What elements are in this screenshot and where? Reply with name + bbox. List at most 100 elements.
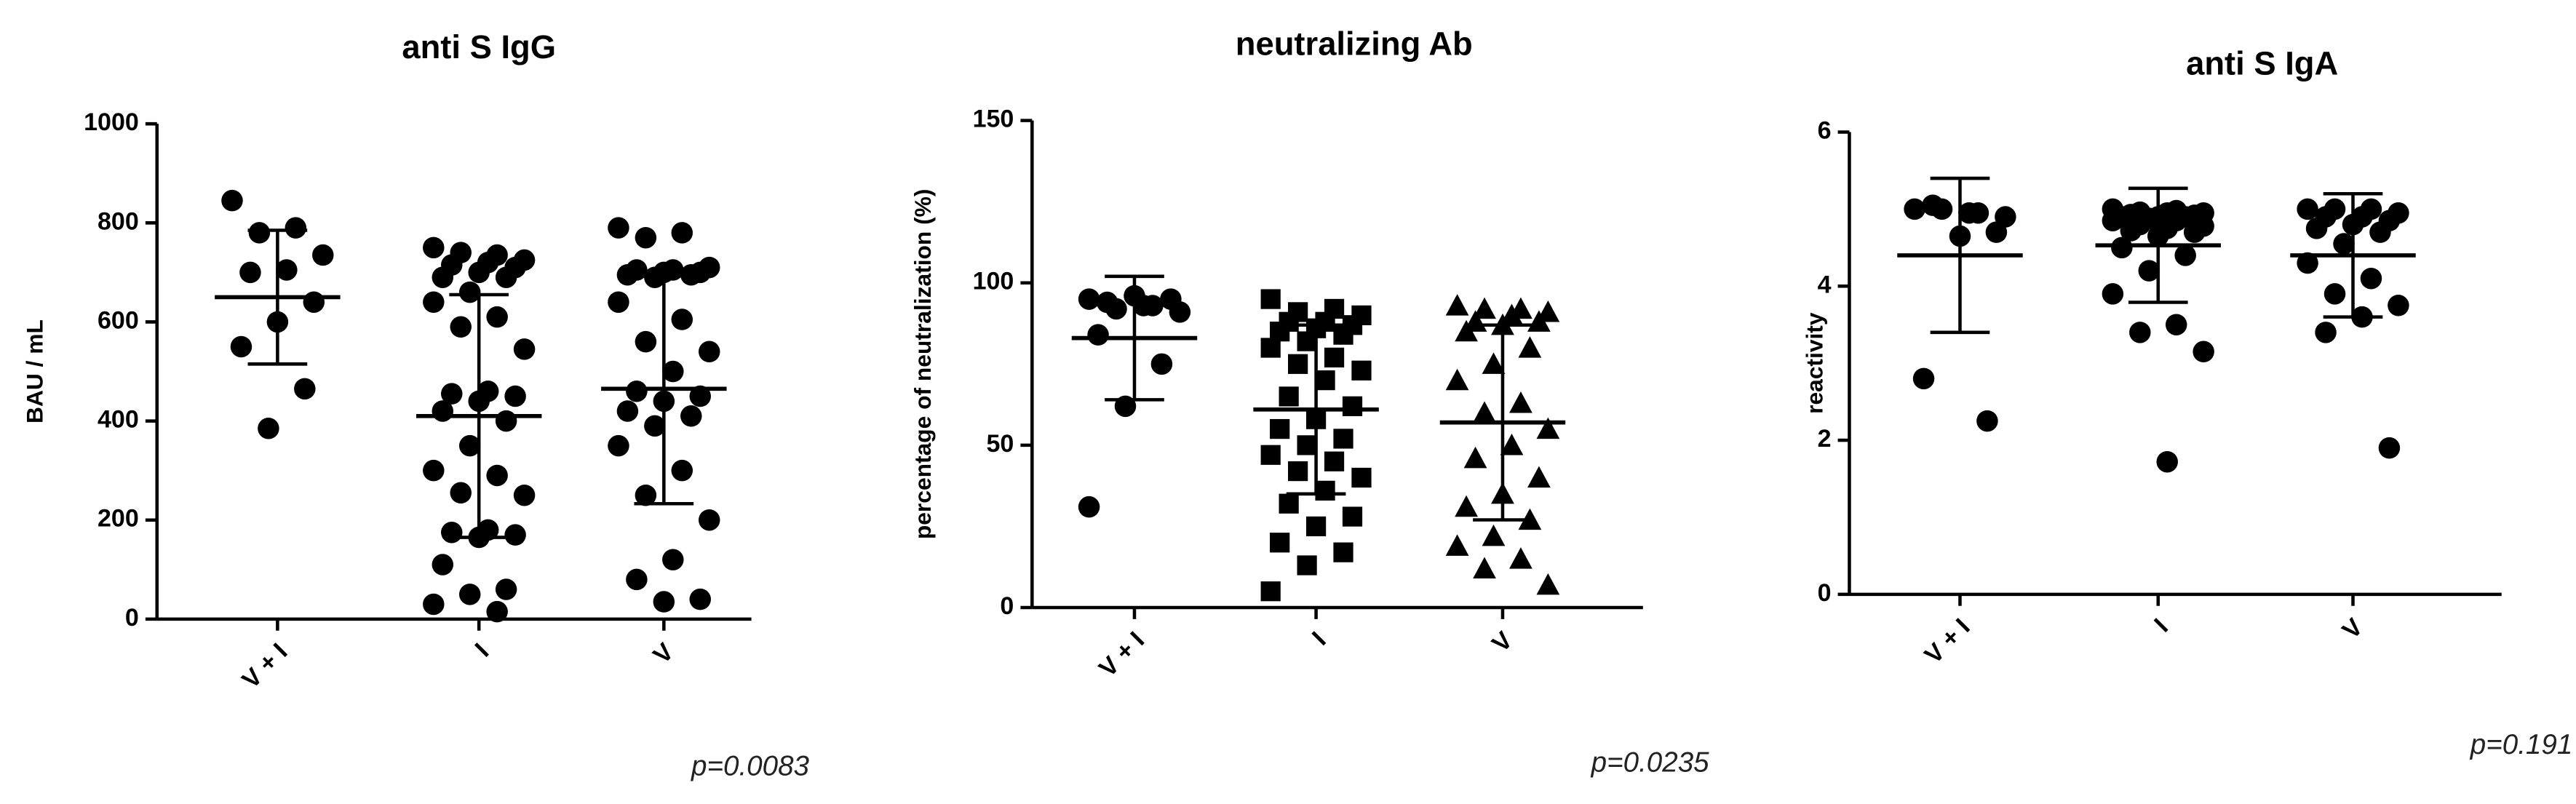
data-point (2156, 450, 2178, 473)
data-point (644, 415, 666, 437)
data-point (495, 266, 517, 288)
y-tick-label: 2 (1818, 425, 1832, 453)
x-tick-label: V + I (236, 638, 293, 694)
data-point (2102, 210, 2124, 232)
data-point (2102, 283, 2124, 305)
data-point (1536, 417, 1560, 439)
data-point (423, 593, 445, 616)
data-point (2305, 218, 2328, 239)
data-point (1297, 435, 1317, 455)
data-point (450, 482, 472, 504)
data-point (635, 484, 657, 506)
data-point (504, 385, 526, 407)
data-point (671, 309, 693, 330)
data-point (1527, 310, 1551, 332)
data-point (1455, 495, 1478, 517)
data-point (1445, 294, 1469, 316)
data-point (662, 360, 684, 383)
data-point (1342, 506, 1363, 527)
data-point (616, 400, 639, 422)
data-point (1527, 466, 1551, 488)
y-tick-label: 800 (98, 207, 139, 235)
data-point (1260, 338, 1281, 358)
data-point (423, 459, 445, 482)
data-point (626, 568, 648, 591)
data-point (495, 578, 517, 600)
data-point (689, 588, 711, 610)
y-axis-label: percentage of neutralization (%) (910, 189, 936, 540)
data-point (248, 222, 271, 244)
y-tick-label: 150 (973, 106, 1014, 133)
p-value: p=0.191 (2470, 729, 2572, 760)
y-tick-label: 0 (1000, 592, 1014, 620)
x-tick-label: V (648, 638, 679, 669)
x-tick-label: V + I (1920, 613, 1976, 669)
data-point (1463, 446, 1487, 469)
x-tick-label: V + I (1094, 626, 1150, 682)
y-tick-label: 1000 (84, 108, 139, 136)
data-point (495, 410, 517, 432)
data-point (635, 330, 657, 353)
data-point (1455, 319, 1478, 342)
data-point (2120, 220, 2142, 242)
x-tick-label: V (2337, 613, 2369, 645)
data-point (230, 335, 253, 358)
data-point (698, 509, 720, 531)
x-tick-label: I (1307, 626, 1332, 651)
data-point (2165, 314, 2187, 335)
data-point (1445, 368, 1469, 391)
data-point (441, 522, 463, 544)
data-point (1482, 352, 1506, 374)
data-point (276, 259, 298, 281)
y-axis-label: BAU / mL (21, 319, 47, 423)
data-point (2193, 341, 2214, 363)
data-point (2297, 252, 2318, 274)
data-point (698, 341, 720, 363)
y-tick-label: 400 (98, 406, 139, 434)
data-point (441, 383, 463, 405)
data-point (635, 226, 657, 249)
data-point (2360, 267, 2382, 290)
data-point (2333, 233, 2355, 255)
data-point (1536, 573, 1560, 595)
x-tick-label: I (2149, 613, 2174, 638)
data-point (2388, 295, 2409, 317)
data-point (432, 400, 454, 422)
data-point (504, 524, 526, 546)
data-point (1985, 221, 2008, 243)
data-point (423, 291, 445, 313)
x-tick-label: V (1487, 626, 1518, 658)
data-point (1518, 336, 1542, 358)
data-point (513, 484, 536, 506)
data-point (1270, 533, 1290, 553)
data-point (1351, 467, 1372, 488)
data-point (1078, 495, 1100, 518)
data-point (312, 244, 334, 266)
data-point (2323, 283, 2346, 305)
data-point (2111, 236, 2133, 259)
data-point (1922, 194, 1944, 216)
data-point (616, 264, 639, 286)
data-point (1912, 367, 1935, 390)
data-point (1297, 555, 1317, 576)
data-point (1509, 391, 1533, 413)
data-point (1473, 297, 1496, 319)
data-point (1270, 418, 1290, 439)
data-point (2174, 244, 2196, 266)
x-tick-label: I (470, 638, 495, 663)
data-point (1279, 493, 1299, 514)
data-point (1333, 429, 1353, 449)
data-point (294, 378, 316, 400)
chart-title: anti S IgG (402, 28, 556, 65)
p-value: p=0.0235 (1591, 747, 1709, 779)
data-point (671, 222, 693, 244)
data-point (303, 291, 325, 313)
data-point (432, 554, 454, 576)
data-point (458, 281, 481, 303)
y-tick-label: 200 (98, 505, 139, 533)
data-point (1260, 445, 1281, 465)
data-point (1279, 386, 1299, 407)
data-point (458, 434, 481, 457)
